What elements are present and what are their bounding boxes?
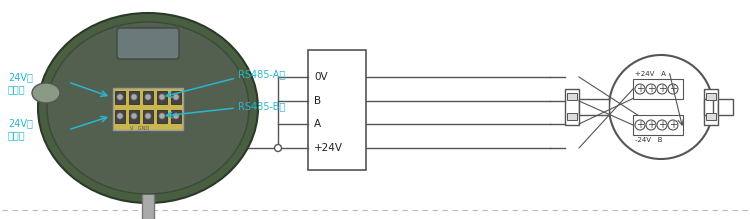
Text: +: +: [658, 84, 666, 94]
Circle shape: [145, 94, 151, 100]
Bar: [718, 99, 733, 115]
Bar: [567, 113, 577, 120]
Bar: [565, 89, 579, 125]
Bar: [115, 110, 125, 123]
Text: +: +: [669, 120, 677, 130]
Circle shape: [646, 84, 656, 94]
Circle shape: [173, 94, 179, 100]
Circle shape: [131, 94, 137, 100]
Text: +: +: [636, 120, 644, 130]
Bar: [704, 89, 718, 125]
Bar: [157, 91, 167, 104]
Circle shape: [657, 84, 667, 94]
Text: RS485-A极: RS485-A极: [238, 69, 285, 79]
Bar: [142, 191, 154, 219]
FancyBboxPatch shape: [117, 28, 179, 59]
Bar: [115, 91, 125, 104]
Circle shape: [117, 113, 123, 119]
Text: 0V: 0V: [314, 72, 328, 82]
Bar: [129, 91, 139, 104]
Circle shape: [274, 145, 281, 152]
Circle shape: [159, 113, 165, 119]
Bar: [706, 113, 716, 120]
Text: 24V电
源负极: 24V电 源负极: [8, 118, 33, 140]
Bar: [171, 91, 181, 104]
Text: RS485-B极: RS485-B极: [238, 101, 285, 111]
Bar: [706, 93, 716, 100]
Bar: [567, 93, 577, 100]
Text: +: +: [669, 84, 677, 94]
Bar: [113, 88, 183, 130]
Bar: [633, 115, 683, 135]
Circle shape: [609, 55, 713, 159]
Text: V   GND: V GND: [130, 126, 149, 131]
Circle shape: [646, 120, 656, 130]
Bar: [143, 91, 153, 104]
Ellipse shape: [38, 13, 258, 203]
Text: DC 12-24V: DC 12-24V: [129, 131, 151, 135]
Text: +: +: [636, 84, 644, 94]
Circle shape: [668, 84, 678, 94]
Bar: [308, 50, 366, 170]
Text: 24V电
源正极: 24V电 源正极: [8, 72, 33, 94]
Circle shape: [159, 94, 165, 100]
Text: A: A: [314, 119, 321, 129]
Text: +: +: [647, 84, 655, 94]
Bar: [633, 79, 683, 99]
Bar: [143, 110, 153, 123]
Text: B: B: [314, 96, 321, 106]
Circle shape: [145, 113, 151, 119]
Bar: [171, 110, 181, 123]
Text: +24V   A: +24V A: [635, 71, 666, 77]
Bar: [579, 99, 609, 115]
Circle shape: [668, 120, 678, 130]
Circle shape: [117, 94, 123, 100]
Circle shape: [657, 120, 667, 130]
Text: +: +: [647, 120, 655, 130]
Circle shape: [131, 113, 137, 119]
Ellipse shape: [47, 22, 249, 194]
Text: +: +: [658, 120, 666, 130]
Bar: [157, 110, 167, 123]
Bar: [129, 110, 139, 123]
Ellipse shape: [32, 83, 60, 103]
Text: -24V   B: -24V B: [635, 137, 662, 143]
Circle shape: [635, 120, 645, 130]
Bar: [704, 99, 713, 115]
Circle shape: [635, 84, 645, 94]
Text: +24V: +24V: [314, 143, 343, 153]
Circle shape: [173, 113, 179, 119]
